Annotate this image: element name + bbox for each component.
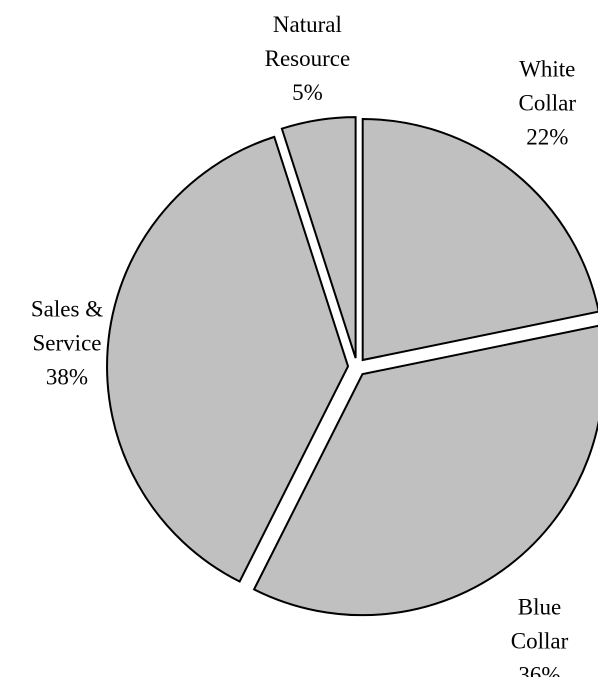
slice-label-line2: Resource bbox=[265, 46, 351, 71]
slice-label-line1: Sales & bbox=[31, 296, 103, 321]
slice-value-label: 22% bbox=[526, 124, 568, 149]
pie-slice bbox=[106, 135, 350, 583]
slice-value-label: 38% bbox=[46, 364, 88, 389]
slice-label-line2: Collar bbox=[519, 90, 577, 115]
slice-label-line2: Collar bbox=[511, 628, 569, 653]
slice-label-line1: Natural bbox=[273, 12, 342, 37]
slice-label: White Collar 22% bbox=[519, 56, 577, 149]
slice-value-label: 5% bbox=[292, 80, 323, 105]
pie-slices bbox=[106, 116, 598, 617]
slice-label: Sales & Service 38% bbox=[31, 296, 103, 389]
pie-slice bbox=[252, 324, 598, 617]
slice-label: Natural Resource 5% bbox=[265, 12, 351, 105]
slice-value-label: 36% bbox=[518, 662, 560, 677]
slice-label-line2: Service bbox=[33, 330, 102, 355]
slice-label: Blue Collar 36% bbox=[511, 594, 569, 677]
slice-label-line1: Blue bbox=[518, 594, 561, 619]
pie-slice bbox=[280, 116, 357, 359]
pie-labels: White Collar 22% Blue Collar 36% Sales & Servic… bbox=[31, 12, 576, 677]
slice-label-line1: White bbox=[519, 56, 575, 81]
pie-slice bbox=[361, 118, 598, 362]
